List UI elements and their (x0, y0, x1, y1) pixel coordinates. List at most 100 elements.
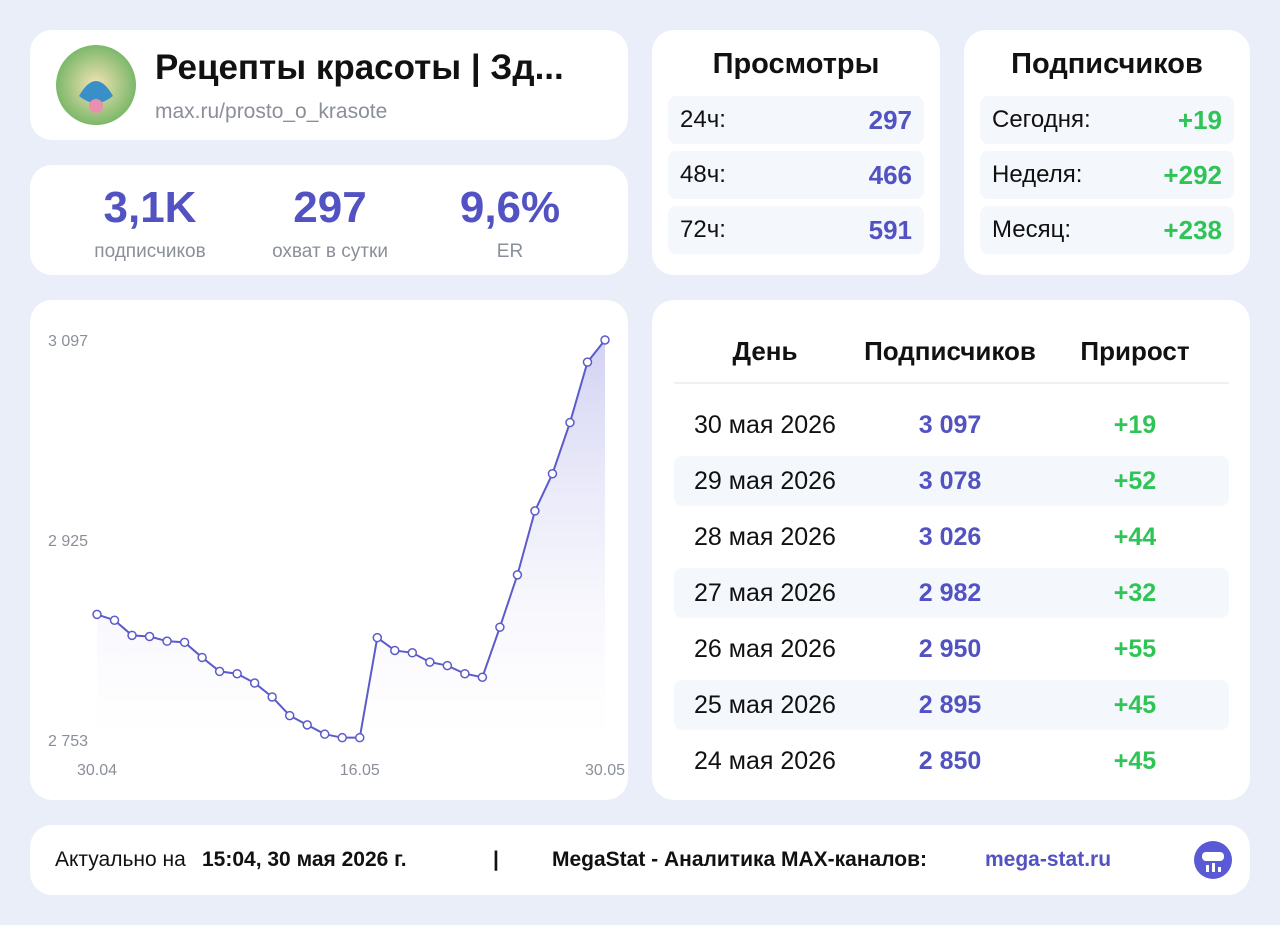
table-cell: +55 (1113, 635, 1157, 663)
y-tick-label: 3 097 (48, 333, 88, 350)
table-header: Подписчиков (864, 336, 1036, 366)
views-card: Просмотры 24ч: 297 48ч: 466 72ч: 591 (652, 30, 940, 275)
point (197, 652, 207, 663)
footer-prefix: Актуально на (55, 848, 186, 871)
table-cell: +32 (1113, 579, 1157, 607)
stat-label: охват в сутки (272, 241, 388, 262)
table-cell: +45 (1113, 691, 1157, 719)
point (582, 357, 593, 367)
row-label: 24ч: (680, 106, 726, 133)
table-cell: +44 (1113, 523, 1157, 551)
x-tick-label: 30.04 (77, 762, 117, 779)
point (302, 720, 312, 730)
row-value: 466 (868, 160, 912, 190)
channel-title: Рецепты красоты | Зд... (155, 48, 564, 87)
point (144, 631, 155, 642)
table-cell: 3 097 (918, 411, 982, 439)
point (512, 570, 523, 580)
stat-value: 9,6% (459, 183, 561, 232)
point (319, 729, 330, 739)
row-bg (674, 568, 1229, 618)
point (442, 660, 453, 671)
table-cell: 30 мая 2026 (694, 411, 836, 439)
stat-label: ER (496, 241, 524, 262)
point (477, 672, 488, 682)
subscribers-card: Подписчиков Сегодня: +19 Неделя: +292 Месяц:… (964, 30, 1250, 275)
table-cell: 25 мая 2026 (694, 691, 836, 719)
table-cell: 27 мая 2026 (694, 579, 836, 607)
table-cell: 2 982 (918, 579, 982, 607)
views-title: Просмотры (712, 48, 880, 80)
y-tick-label: 2 925 (48, 533, 88, 550)
point (232, 668, 242, 679)
channel-url: max.ru/prosto_o_krasote (155, 100, 388, 123)
x-tick-label: 16.05 (340, 762, 380, 779)
x-tick-label: 30.05 (585, 762, 625, 779)
table-cell: +19 (1113, 411, 1157, 439)
row-label: 48ч: (680, 161, 726, 188)
row-label: Сегодня: (992, 106, 1091, 133)
footer-link[interactable]: mega-stat.ru (985, 848, 1112, 871)
table-cell: +52 (1113, 467, 1157, 495)
footer: Актуально на 15:04, 30 мая 2026 г. | Meg… (30, 825, 1250, 895)
megastat-icon (1194, 841, 1232, 879)
point (565, 417, 575, 428)
row-bg (980, 151, 1234, 199)
row-label: Месяц: (992, 216, 1072, 243)
table-header: День (732, 336, 798, 366)
point (425, 657, 435, 667)
row-bg (668, 96, 924, 144)
table-cell: 2 850 (918, 747, 982, 775)
row-bg (674, 456, 1229, 506)
table-cell: 29 мая 2026 (694, 467, 836, 495)
point (530, 506, 540, 516)
point (109, 615, 120, 625)
point (600, 335, 610, 345)
point (127, 630, 137, 641)
table-cell: 3 026 (918, 523, 982, 551)
point (372, 632, 383, 643)
footer-brand: MegaStat - Аналитика MAX-каналов: (552, 848, 928, 871)
table-cell: 26 мая 2026 (694, 635, 836, 663)
row-bg (674, 680, 1229, 730)
table-divider (674, 382, 1229, 384)
point (547, 468, 558, 479)
point (214, 666, 225, 677)
row-value: 297 (868, 105, 912, 135)
stat-value: 3,1K (103, 183, 197, 232)
point (284, 710, 295, 721)
row-label: 72ч: (680, 216, 726, 243)
channel-card: Рецепты красоты | Зд... max.ru/prosto_o_… (30, 30, 628, 140)
row-value: +19 (1177, 105, 1222, 135)
area (97, 340, 605, 740)
footer-timestamp: 15:04, 30 мая 2026 г. (202, 848, 407, 871)
channel-logo (56, 45, 136, 125)
point (92, 609, 102, 620)
y-tick-label: 2 753 (48, 733, 88, 750)
chart: 3 097 2 925 2 753 30.04 16.05 30.05 (48, 333, 625, 779)
row-value: 591 (868, 215, 912, 245)
point (355, 732, 365, 743)
row-bg (980, 96, 1234, 144)
row-bg (668, 206, 924, 254)
table-cell: 3 078 (918, 467, 982, 495)
point (407, 648, 418, 658)
point (337, 732, 347, 743)
subscribers-title: Подписчиков (1011, 48, 1203, 80)
point (267, 692, 277, 702)
row-bg (668, 151, 924, 199)
table-cell: 2 950 (918, 635, 982, 663)
table-cell: 24 мая 2026 (694, 747, 836, 775)
stat-value: 297 (293, 183, 367, 232)
table-header: Прирост (1080, 336, 1190, 366)
footer-separator: | (493, 848, 499, 871)
chart-card: 3 097 2 925 2 753 30.04 16.05 30.05 (30, 300, 628, 800)
table-cell: +45 (1113, 747, 1157, 775)
table-cell: 28 мая 2026 (694, 523, 836, 551)
row-value: +292 (1163, 160, 1222, 190)
point (460, 668, 470, 679)
stat-label: подписчиков (94, 241, 206, 262)
row-value: +238 (1163, 215, 1222, 245)
row-label: Неделя: (992, 161, 1083, 188)
